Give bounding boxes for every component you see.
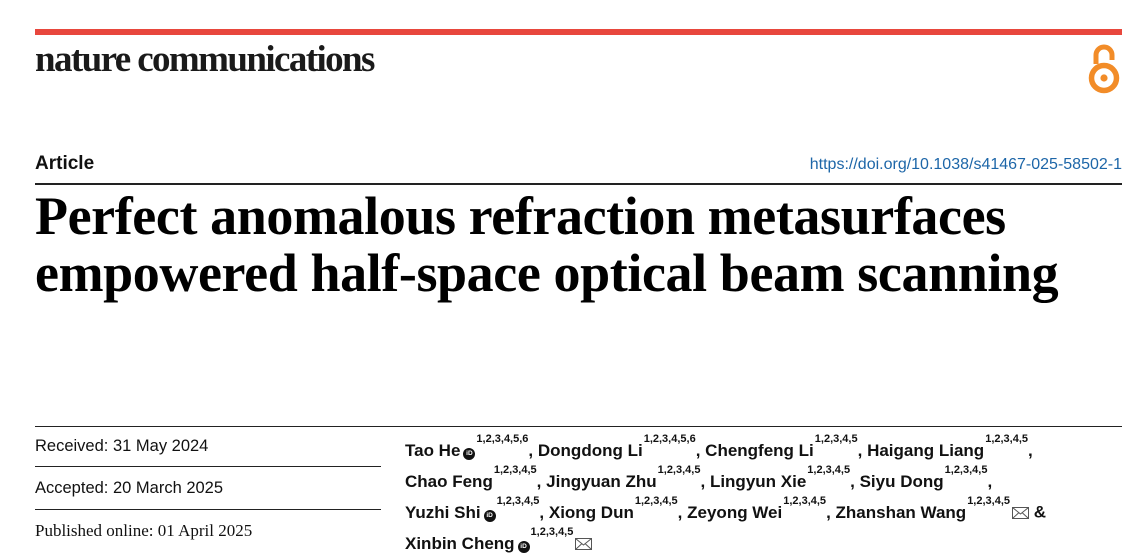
author-entry: Zhanshan Wang1,2,3,4,5 <box>835 495 1030 522</box>
article-type-label: Article <box>35 153 95 174</box>
date-divider <box>35 509 381 510</box>
orcid-icon[interactable]: iD <box>483 509 496 522</box>
comma-separator: , <box>1028 440 1033 460</box>
author-name[interactable]: Siyu Dong <box>859 471 944 491</box>
journal-accent-bar <box>35 29 1122 35</box>
affiliation-numbers: 1,2,3,4,5,6 <box>643 433 696 445</box>
header-divider <box>35 183 1122 185</box>
journal-name: nature communications <box>35 39 375 80</box>
comma-separator: , <box>987 471 993 491</box>
ampersand-separator: & <box>1033 502 1047 522</box>
affiliation-numbers: 1,2,3,4,5 <box>944 464 988 477</box>
comma-separator: , <box>536 471 542 491</box>
affiliation-numbers: 1,2,3,4,5 <box>985 433 1029 445</box>
article-title: Perfect anomalous refraction metasurface… <box>35 186 1059 303</box>
date-divider <box>35 466 381 467</box>
author-name[interactable]: Dongdong Li <box>537 440 643 460</box>
comma-separator: , <box>826 502 831 522</box>
author-entry: Dongdong Li1,2,3,4,5,6, <box>537 433 701 460</box>
author-name[interactable]: Zhanshan Wang <box>835 502 967 522</box>
affiliation-numbers: 1,2,3,4,5 <box>657 464 701 477</box>
author-entry: Lingyun Xie1,2,3,4,5, <box>709 464 855 491</box>
mail-icon[interactable] <box>1012 506 1030 519</box>
affiliation-numbers: 1,2,3,4,5 <box>496 495 540 508</box>
author-entry: Yuzhi Shi iD1,2,3,4,5, <box>405 495 545 522</box>
author-entry: Chao Feng1,2,3,4,5, <box>405 464 542 491</box>
author-name[interactable]: Xiong Dun <box>548 502 634 522</box>
author-entry: Jingyuan Zhu1,2,3,4,5, <box>546 464 706 491</box>
received-date: Received: 31 May 2024 <box>35 437 209 455</box>
author-entry: Tao He iD1,2,3,4,5,6, <box>405 433 534 460</box>
comma-separator: , <box>700 471 706 491</box>
comma-separator: , <box>677 502 683 522</box>
title-divider <box>35 426 1122 427</box>
affiliation-numbers: 1,2,3,4,5 <box>967 495 1011 508</box>
affiliation-numbers: 1,2,3,4,5 <box>530 526 574 539</box>
orcid-icon[interactable]: iD <box>517 541 530 554</box>
open-access-icon[interactable] <box>1088 42 1120 94</box>
affiliation-numbers: 1,2,3,4,5 <box>783 495 827 508</box>
author-entry: Xinbin Cheng iD1,2,3,4,5 <box>405 526 593 554</box>
accepted-date: Accepted: 20 March 2025 <box>35 479 224 497</box>
author-name[interactable]: Yuzhi Shi <box>405 502 481 522</box>
author-entry: Siyu Dong1,2,3,4,5, <box>859 464 993 491</box>
published-date: Published online: 01 April 2025 <box>35 521 253 540</box>
author-entry: Xiong Dun1,2,3,4,5, <box>548 495 683 522</box>
author-name[interactable]: Haigang Liang <box>867 440 985 460</box>
mail-icon[interactable] <box>575 538 593 551</box>
comma-separator: , <box>539 502 545 522</box>
author-name[interactable]: Tao He <box>405 440 461 460</box>
author-list: Tao He iD1,2,3,4,5,6, Dongdong Li1,2,3,4,… <box>405 433 1135 558</box>
author-entry: Chengfeng Li1,2,3,4,5, <box>705 433 863 460</box>
comma-separator: , <box>695 440 701 460</box>
author-entry: Haigang Liang1,2,3,4,5, <box>867 433 1033 460</box>
comma-separator: , <box>528 440 534 460</box>
comma-separator: , <box>850 471 855 491</box>
author-name[interactable]: Chengfeng Li <box>705 440 814 460</box>
affiliation-numbers: 1,2,3,4,5 <box>814 433 858 445</box>
orcid-icon[interactable]: iD <box>463 447 476 460</box>
comma-separator: , <box>857 440 863 460</box>
affiliation-numbers: 1,2,3,4,5 <box>807 464 851 477</box>
author-name[interactable]: Chao Feng <box>405 471 493 491</box>
affiliation-numbers: 1,2,3,4,5 <box>493 464 537 477</box>
author-name[interactable]: Lingyun Xie <box>709 471 807 491</box>
affiliation-numbers: 1,2,3,4,5,6 <box>476 433 529 445</box>
doi-link[interactable]: https://doi.org/10.1038/s41467-025-58502… <box>809 156 1122 173</box>
author-name[interactable]: Zeyong Wei <box>687 502 783 522</box>
author-name[interactable]: Xinbin Cheng <box>405 534 515 554</box>
affiliation-numbers: 1,2,3,4,5 <box>634 495 678 508</box>
author-entry: Zeyong Wei1,2,3,4,5, <box>687 495 831 522</box>
author-name[interactable]: Jingyuan Zhu <box>546 471 657 491</box>
